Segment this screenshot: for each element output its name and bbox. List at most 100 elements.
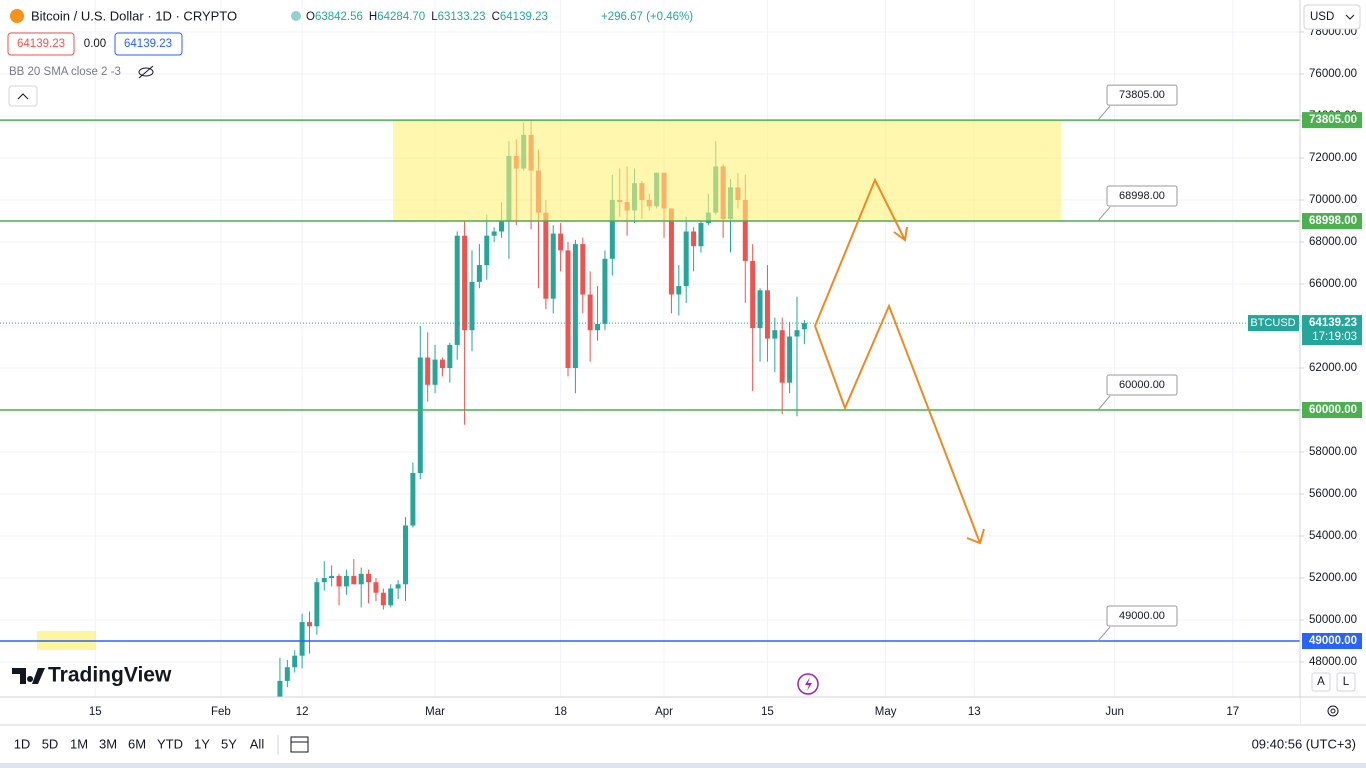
x-tick-label: 15 [89, 706, 102, 718]
candle-body [609, 200, 615, 259]
candle-body [439, 359, 445, 368]
candle-body [779, 330, 785, 383]
level-tag-label: 68998.00 [1309, 215, 1357, 227]
y-tick-label: 56000.00 [1309, 488, 1357, 500]
arrow-head [893, 226, 908, 242]
callout-label: 73805.00 [1119, 89, 1165, 101]
ohlc: O 63842.56 H 64284.70 L 63133.23 C 64139.23 [306, 11, 548, 23]
candle-body [772, 330, 778, 339]
callout-label: 60000.00 [1119, 379, 1165, 391]
symbol: Bitcoin / U.S. Dollar · 1D · CRYPTO [31, 8, 237, 23]
collapse-button[interactable] [8, 85, 38, 107]
scale-button-label: A [1317, 676, 1325, 688]
candle-body [587, 294, 593, 331]
range-button[interactable]: 1D [14, 736, 31, 751]
level-tag-label: 73805.00 [1309, 114, 1357, 126]
calendar-icon[interactable] [290, 736, 309, 753]
scale-button[interactable] [1311, 672, 1331, 692]
candle-body [572, 244, 578, 368]
range-button[interactable]: 5Y [221, 736, 237, 751]
callout-leader [1097, 206, 1111, 222]
level-tag [1302, 213, 1362, 230]
candle-body [462, 235, 468, 331]
candle-body [698, 223, 704, 247]
bid: 64139.23 [17, 38, 65, 50]
range-button[interactable]: 3M [99, 736, 117, 751]
hide-icon[interactable] [138, 65, 154, 79]
range-button[interactable]: 5D [42, 736, 59, 751]
candle-body [580, 244, 586, 295]
x-tick-label: Mar [425, 706, 445, 718]
x-tick-label: 12 [296, 706, 309, 718]
candle-body [410, 472, 416, 526]
candle-body [595, 323, 601, 331]
bolt [805, 677, 812, 691]
ask-box[interactable] [114, 32, 183, 56]
countdown: 17:19:03 [1312, 331, 1357, 343]
scale-button-label: L [1343, 676, 1350, 688]
scale-button[interactable] [1336, 672, 1356, 692]
grid [0, 0, 1300, 697]
candle-body [757, 290, 763, 329]
y-tick-label: 58000.00 [1309, 446, 1357, 458]
range-button[interactable]: 1M [70, 736, 88, 751]
candle-body [425, 357, 431, 385]
time-axis [0, 697, 1300, 725]
range-button[interactable]: 6M [128, 736, 146, 751]
ohlc-value: 64284.70 [377, 11, 425, 23]
brand-logo [12, 668, 45, 684]
y-tick-label: 52000.00 [1309, 572, 1357, 584]
x-tick-label: Feb [211, 706, 231, 718]
x-tick-label: 17 [1226, 706, 1239, 718]
candle-body [750, 260, 756, 329]
candle-body [764, 290, 770, 339]
y-tick-label: 66000.00 [1309, 278, 1357, 290]
candle-body [742, 200, 748, 261]
candle-body [284, 667, 290, 681]
arrow-up-path [814, 177, 906, 327]
candle-body [565, 250, 571, 368]
change: +296.67 (+0.46%) [601, 11, 693, 23]
spread: 0.00 [84, 38, 106, 50]
symbol-tag-label: BTCUSD [1250, 317, 1295, 329]
callout-label: 68998.00 [1119, 190, 1165, 202]
resistance-zone [393, 120, 1061, 222]
settings-icon[interactable] [1327, 705, 1339, 717]
level-tag-label: 49000.00 [1309, 635, 1357, 647]
callout-leader [1097, 395, 1111, 411]
price-tag-label: 64139.23 [1309, 317, 1357, 329]
range-button[interactable]: All [250, 736, 265, 751]
y-tick-label: 72000.00 [1309, 152, 1357, 164]
level-tag [1302, 632, 1362, 649]
indicator: BB 20 SMA close 2 -3 [9, 66, 121, 78]
candle-body [447, 344, 453, 368]
candle-body [432, 359, 438, 385]
candle-body [801, 323, 807, 330]
x-tick-label: Apr [655, 706, 673, 718]
price-tag [1302, 315, 1362, 346]
y-tick-label: 70000.00 [1309, 194, 1357, 206]
y-tick-label: 76000.00 [1309, 68, 1357, 80]
candle-body [417, 357, 423, 473]
currency-select[interactable] [1303, 4, 1361, 30]
candle-body [691, 231, 697, 247]
ohlc-value: 64139.23 [500, 11, 548, 23]
arrow-down-path [814, 303, 981, 544]
y-tick-label: 50000.00 [1309, 614, 1357, 626]
candle-body [329, 575, 335, 578]
candle-body [299, 622, 305, 656]
candle-body [336, 575, 342, 587]
levels: 73805.00 68998.00 60000.00 49000.00 [0, 84, 1300, 642]
range-button[interactable]: 1Y [194, 736, 210, 751]
x-tick-label: 13 [968, 706, 981, 718]
range-button[interactable]: YTD [157, 736, 183, 751]
bid-box[interactable] [7, 32, 75, 56]
ohlc-key: C [492, 11, 500, 23]
candle-body [351, 575, 357, 585]
candle-body [602, 258, 608, 324]
callout-box [1106, 605, 1178, 627]
callout-box [1106, 84, 1178, 106]
event-icon[interactable] [797, 673, 819, 695]
callout-label: 49000.00 [1119, 610, 1165, 622]
